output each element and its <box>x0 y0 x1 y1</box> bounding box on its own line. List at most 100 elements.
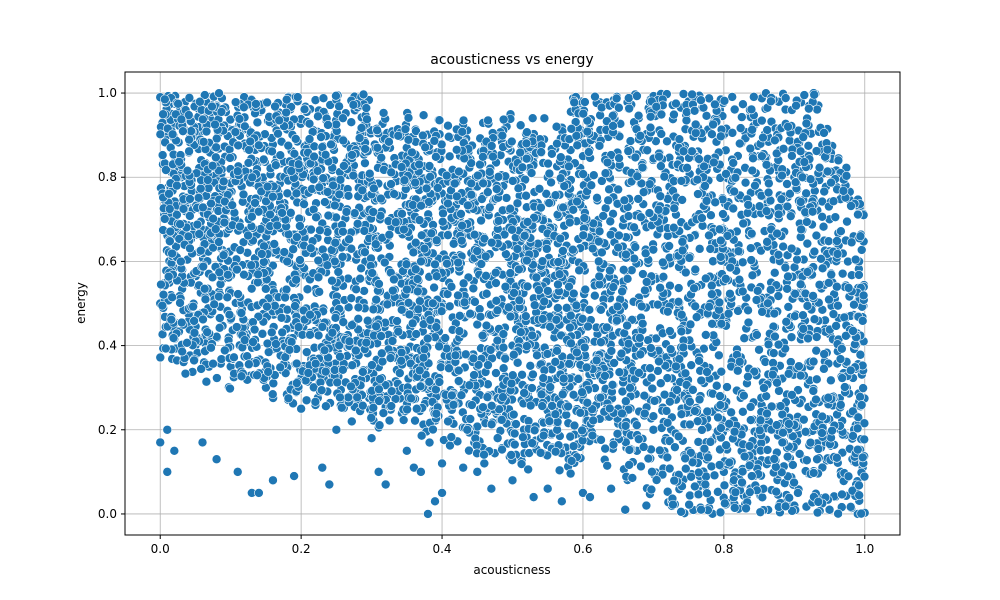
scatter-point <box>658 257 668 268</box>
scatter-point <box>648 411 659 422</box>
scatter-point <box>783 302 794 312</box>
scatter-point <box>389 274 399 285</box>
scatter-point <box>613 242 623 253</box>
scatter-point <box>305 329 315 340</box>
scatter-point <box>176 114 187 125</box>
scatter-point <box>468 283 479 294</box>
scatter-point <box>436 362 446 373</box>
scatter-point <box>176 317 187 328</box>
scatter-point <box>431 152 441 162</box>
scatter-point <box>515 120 526 131</box>
scatter-point <box>680 453 690 464</box>
scatter-point <box>506 136 517 147</box>
scatter-point <box>694 355 704 366</box>
scatter-point <box>587 243 598 254</box>
scatter-point <box>512 244 523 254</box>
scatter-point <box>758 132 768 143</box>
scatter-point <box>555 173 566 183</box>
scatter-point <box>697 425 707 435</box>
scatter-point <box>211 152 221 163</box>
scatter-point <box>430 259 440 270</box>
scatter-point <box>346 117 357 128</box>
scatter-point <box>575 408 586 418</box>
scatter-point <box>486 401 497 411</box>
scatter-point <box>339 161 349 171</box>
scatter-point <box>198 114 208 125</box>
scatter-point <box>492 433 503 443</box>
scatter-point <box>293 159 304 170</box>
scatter-point <box>206 198 216 209</box>
scatter-point <box>418 130 428 141</box>
scatter-point <box>818 221 829 232</box>
scatter-point <box>155 352 166 363</box>
scatter-point <box>265 209 275 220</box>
scatter-point <box>659 389 670 400</box>
scatter-point <box>655 282 665 293</box>
scatter-point <box>855 349 866 360</box>
scatter-point <box>795 370 806 381</box>
scatter-point <box>431 322 442 332</box>
scatter-point <box>707 318 717 329</box>
scatter-point <box>680 463 691 474</box>
scatter-point <box>218 250 229 261</box>
scatter-point <box>805 437 816 448</box>
scatter-point <box>424 161 435 171</box>
scatter-point <box>177 346 187 357</box>
scatter-point <box>525 400 536 411</box>
scatter-point <box>362 315 373 326</box>
scatter-point <box>324 479 335 490</box>
scatter-point <box>782 179 792 189</box>
scatter-point <box>184 93 195 103</box>
scatter-point <box>596 102 607 113</box>
scatter-point <box>254 488 264 498</box>
scatter-point <box>597 247 607 258</box>
scatter-point <box>604 184 614 195</box>
scatter-point <box>319 345 330 356</box>
scatter-point <box>357 185 368 196</box>
scatter-point <box>473 170 483 181</box>
scatter-point <box>209 299 219 310</box>
scatter-point <box>790 311 800 321</box>
scatter-point <box>635 131 646 141</box>
scatter-point <box>306 224 316 235</box>
scatter-point <box>251 99 261 109</box>
scatter-point <box>662 486 673 497</box>
scatter-point <box>602 157 613 168</box>
scatter-point <box>828 309 839 319</box>
scatter-point <box>201 376 212 387</box>
scatter-point <box>720 498 730 509</box>
scatter-point <box>638 187 649 197</box>
scatter-point <box>501 193 512 203</box>
scatter-point <box>618 265 629 275</box>
scatter-point <box>800 427 811 437</box>
scatter-point <box>481 288 492 299</box>
scatter-point <box>771 420 782 430</box>
scatter-point <box>254 140 264 151</box>
scatter-point <box>823 278 834 288</box>
scatter-point <box>780 262 791 273</box>
scatter-point <box>557 389 568 400</box>
scatter-point <box>822 166 833 177</box>
scatter-point <box>211 454 222 465</box>
scatter-point <box>772 228 782 239</box>
scatter-point <box>198 314 208 325</box>
scatter-point <box>730 172 741 183</box>
scatter-point <box>374 420 385 431</box>
scatter-point <box>665 344 676 355</box>
scatter-point <box>402 446 412 456</box>
scatter-point <box>437 458 447 469</box>
scatter-point <box>411 329 422 339</box>
scatter-point <box>569 420 580 431</box>
scatter-point <box>401 259 412 270</box>
scatter-point <box>431 271 442 282</box>
scatter-point <box>737 466 748 477</box>
scatter-point <box>839 312 850 323</box>
scatter-point <box>676 309 687 320</box>
scatter-point <box>313 111 323 122</box>
scatter-point <box>441 170 452 181</box>
scatter-point <box>385 353 396 363</box>
scatter-point <box>709 470 720 481</box>
scatter-point <box>631 420 642 430</box>
scatter-point <box>802 238 813 249</box>
scatter-point <box>774 386 784 396</box>
